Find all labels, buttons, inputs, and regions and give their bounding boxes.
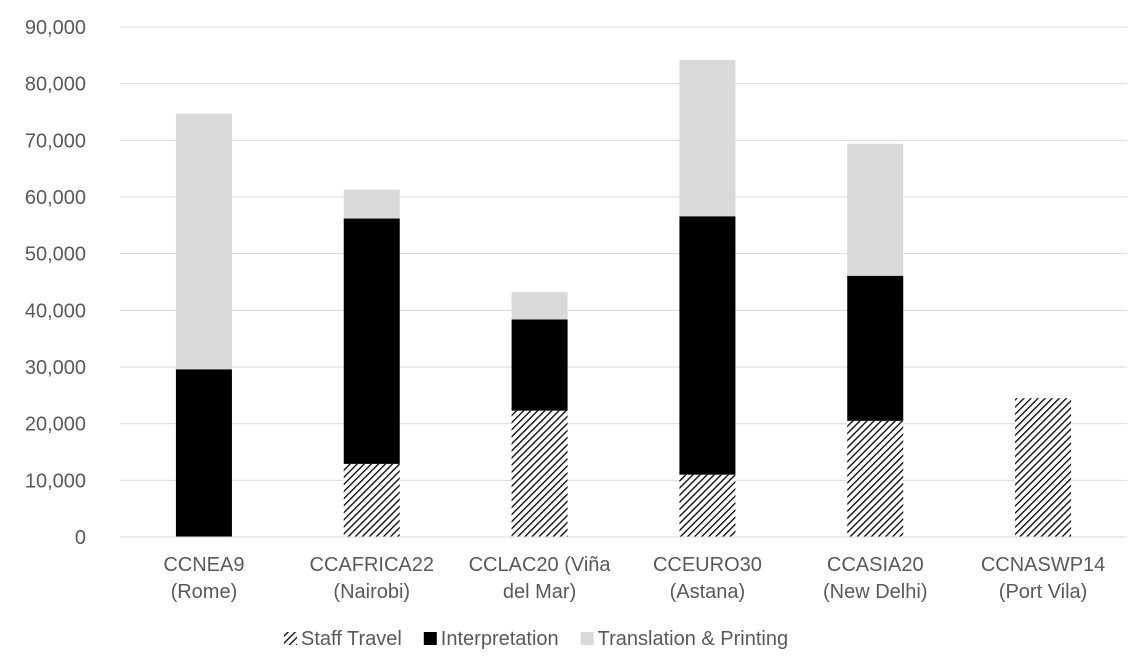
legend-item-translation-printing: Translation & Printing: [580, 628, 788, 650]
x-tick-label: CCAFRICA22 (Nairobi): [310, 554, 434, 603]
legend-swatch: [423, 632, 437, 645]
bar-segment-translation-printing: [343, 189, 400, 219]
bar-segment-interpretation: [511, 319, 568, 411]
y-tick-label: 40,000: [25, 300, 86, 322]
y-tick-label: 0: [75, 527, 86, 549]
x-axis-ticks: CCNEA9 (Rome) CCAFRICA22 (Nairobi) CCLAC20 (…: [163, 554, 1105, 603]
bar-segment-staff-travel: [847, 420, 904, 537]
bar-segment-interpretation: [343, 218, 400, 464]
bar-segment-translation-printing: [175, 113, 232, 370]
legend: Staff Travel Interpretation Translation & …: [284, 628, 788, 650]
y-tick-label: 80,000: [25, 74, 86, 96]
x-tick-label: CCNASWP14 (Port Vila): [981, 554, 1105, 603]
bar-segment-staff-travel: [1015, 398, 1072, 537]
x-tick-label: CCASIA20 (New Delhi): [823, 554, 927, 603]
x-tick-label: CCLAC20 (Viña del Mar): [469, 554, 612, 603]
y-axis-ticks: 0 10,000 20,000 30,000 40,000 50,000 60,000 70,…: [25, 17, 86, 549]
y-tick-label: 30,000: [25, 357, 86, 379]
y-tick-label: 90,000: [25, 17, 86, 39]
y-tick-label: 70,000: [25, 130, 86, 152]
legend-swatch: [580, 632, 594, 645]
bar-segment-translation-printing: [511, 292, 568, 320]
bars: [175, 59, 1072, 537]
bar-segment-interpretation: [679, 216, 736, 475]
bar-segment-interpretation: [175, 369, 232, 537]
legend-item-staff-travel: Staff Travel: [284, 628, 402, 650]
gridlines: [120, 26, 1127, 481]
bar-segment-translation-printing: [679, 59, 736, 217]
y-tick-label: 60,000: [25, 187, 86, 209]
legend-swatch: [284, 632, 297, 645]
x-tick-label: CCEURO30 (Astana): [653, 554, 762, 603]
legend-label: Staff Travel: [301, 628, 402, 650]
legend-label: Interpretation: [441, 628, 559, 650]
legend-item-interpretation: Interpretation: [423, 628, 559, 650]
bar-segment-translation-printing: [847, 143, 904, 276]
y-tick-label: 20,000: [25, 414, 86, 436]
bar-segment-interpretation: [847, 275, 904, 421]
x-tick-label: CCNEA9 (Rome): [163, 554, 244, 603]
bar-segment-staff-travel: [343, 463, 400, 537]
legend-label: Translation & Printing: [598, 628, 788, 650]
bar-segment-staff-travel: [679, 474, 736, 537]
bar-segment-staff-travel: [511, 410, 568, 537]
y-tick-label: 10,000: [25, 470, 86, 492]
y-tick-label: 50,000: [25, 244, 86, 266]
